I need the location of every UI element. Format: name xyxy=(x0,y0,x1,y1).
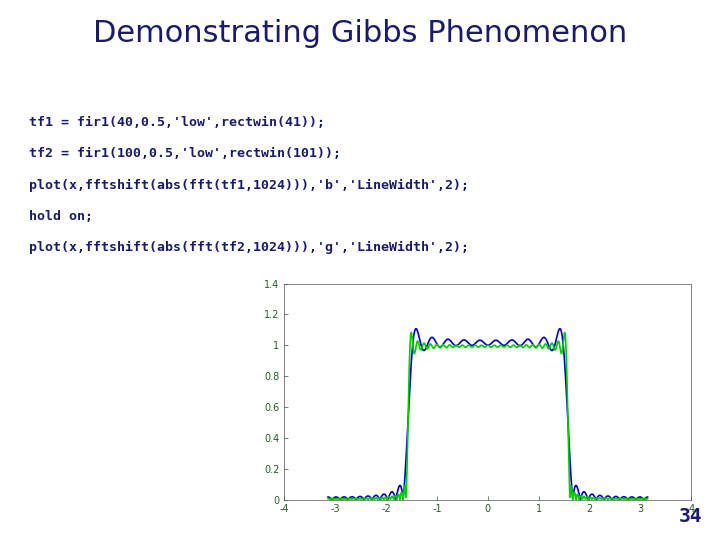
Text: 34: 34 xyxy=(678,508,702,526)
Text: tf1 = fir1(40,0.5,'low',rectwin(41));: tf1 = fir1(40,0.5,'low',rectwin(41)); xyxy=(29,116,325,129)
Text: plot(x,fftshift(abs(fft(tf2,1024))),'g','LineWidth',2);: plot(x,fftshift(abs(fft(tf2,1024))),'g',… xyxy=(29,241,469,254)
Text: tf2 = fir1(100,0.5,'low',rectwin(101));: tf2 = fir1(100,0.5,'low',rectwin(101)); xyxy=(29,147,341,160)
Text: Demonstrating Gibbs Phenomenon: Demonstrating Gibbs Phenomenon xyxy=(93,19,627,48)
Text: hold on;: hold on; xyxy=(29,210,93,223)
Text: plot(x,fftshift(abs(fft(tf1,1024))),'b','LineWidth',2);: plot(x,fftshift(abs(fft(tf1,1024))),'b',… xyxy=(29,179,469,192)
